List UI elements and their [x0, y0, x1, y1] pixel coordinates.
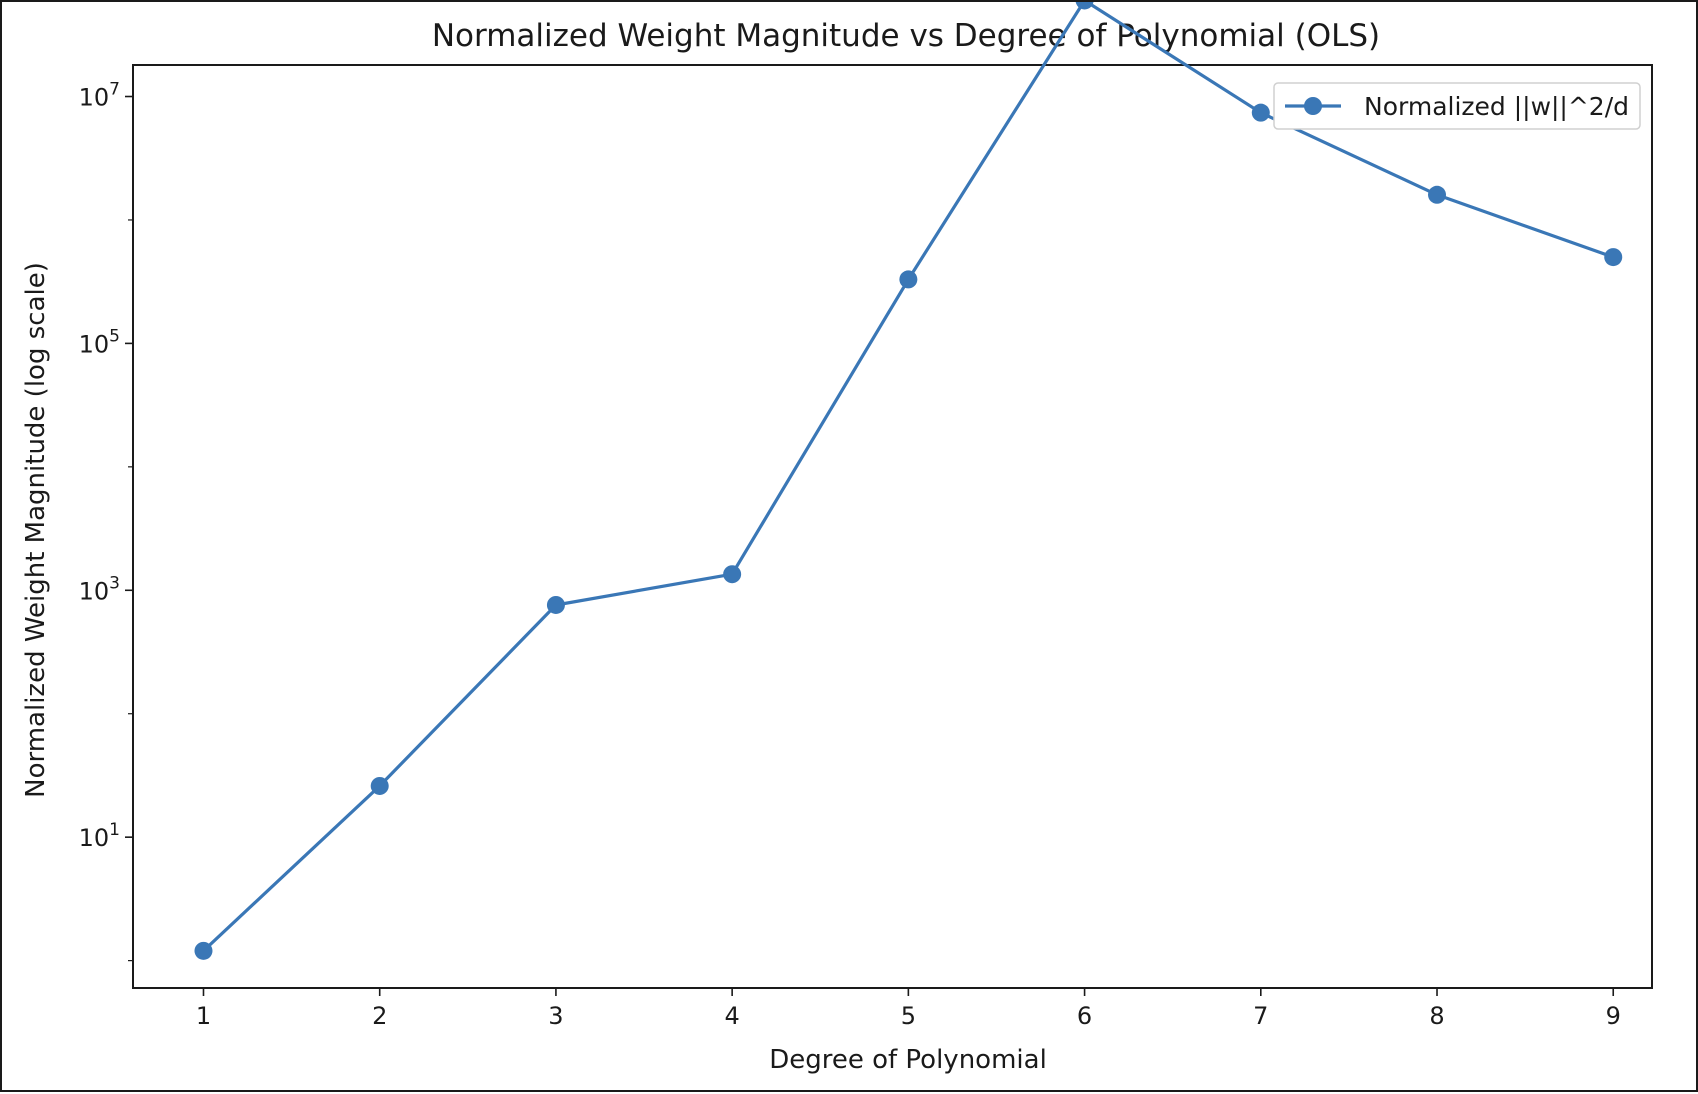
data-point	[1251, 103, 1270, 122]
y-tick-exponent: 7	[109, 80, 120, 100]
x-tick-label: 9	[1606, 1002, 1621, 1030]
y-tick-label: 103	[79, 573, 120, 605]
data-point	[370, 776, 389, 795]
x-tick-label: 5	[901, 1002, 916, 1030]
data-point	[194, 941, 213, 960]
data-point	[1604, 248, 1623, 267]
y-tick-label: 101	[79, 820, 120, 852]
data-point	[546, 595, 565, 614]
x-tick-label: 2	[372, 1002, 387, 1030]
y-tick-base: 10	[79, 577, 110, 605]
axes-frame	[132, 64, 1653, 989]
y-tick-base: 10	[79, 84, 110, 112]
x-tick-label: 7	[1253, 1002, 1268, 1030]
y-tick-base: 10	[79, 824, 110, 852]
legend-box	[1273, 82, 1641, 130]
data-point	[1428, 185, 1447, 204]
chart-title: Normalized Weight Magnitude vs Degree of…	[432, 18, 1380, 54]
data-point	[899, 270, 918, 289]
legend-marker-icon	[1304, 97, 1322, 115]
x-tick-label: 3	[548, 1002, 563, 1030]
x-axis-label: Degree of Polynomial	[769, 1045, 1047, 1075]
data-point	[723, 565, 742, 584]
x-tick-label: 1	[196, 1002, 211, 1030]
y-tick-label: 107	[79, 80, 120, 112]
y-tick-label: 105	[79, 326, 120, 358]
data-point	[1075, 2, 1094, 10]
y-axis-label: Normalized Weight Magnitude (log scale)	[21, 262, 51, 798]
y-tick-exponent: 5	[109, 326, 120, 346]
x-tick-label: 4	[725, 1002, 740, 1030]
y-tick-exponent: 3	[109, 573, 120, 593]
x-tick-label: 6	[1077, 1002, 1092, 1030]
x-tick-label: 8	[1429, 1002, 1444, 1030]
legend-label: Normalized ||w||^2/d	[1364, 92, 1629, 121]
series-line	[202, 2, 1614, 952]
y-tick-base: 10	[79, 330, 110, 358]
y-tick-exponent: 1	[109, 820, 120, 840]
